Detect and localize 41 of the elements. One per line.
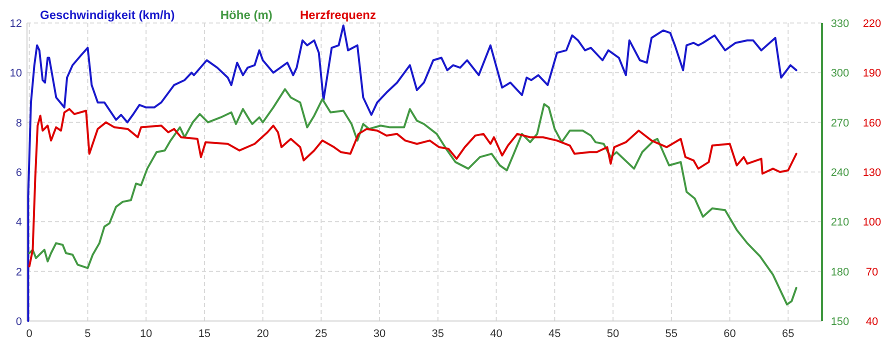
y3-tick-label: 100	[862, 216, 882, 229]
x-tick-label: 45	[548, 328, 561, 340]
y-tick-label: 2	[16, 266, 22, 278]
x-tick-label: 60	[724, 328, 736, 340]
y-tick-label: 6	[16, 167, 22, 179]
y-tick-label: 0	[16, 316, 22, 328]
y-tick-label: 12	[10, 18, 22, 30]
text: Höhe (m)	[220, 8, 272, 22]
y3-tick-label: 220	[862, 18, 882, 30]
y-tick-label: 8	[16, 117, 22, 130]
x-tick-label: 20	[256, 328, 269, 340]
y2-tick-label: 270	[830, 117, 850, 130]
y3-tick-label: 40	[866, 316, 878, 328]
y2-tick-label: 210	[830, 216, 850, 229]
x-tick-label: 65	[782, 328, 794, 340]
y3-tick-label: 190	[862, 68, 882, 80]
y-tick-label: 10	[10, 68, 22, 80]
line-series	[27, 24, 798, 322]
x-tick-label: 35	[432, 328, 444, 340]
x-tick-label: 55	[665, 328, 678, 340]
x-tick-label: 15	[198, 328, 211, 340]
line-series	[28, 108, 798, 268]
text: Herzfrequenz	[300, 8, 376, 22]
line-series	[28, 88, 798, 306]
y2-tick-label: 300	[830, 68, 850, 80]
y3-tick-label: 70	[866, 266, 878, 278]
x-tick-label: 50	[606, 328, 620, 340]
x-tick-label: 10	[140, 328, 152, 340]
y2-tick-label: 150	[830, 316, 850, 328]
y2-tick-label: 180	[830, 266, 850, 278]
series-label: Geschwindigkeit (km/h)	[40, 8, 175, 22]
y2-tick-label: 330	[830, 18, 850, 30]
x-tick-label: 0	[26, 328, 32, 340]
x-tick-label: 40	[490, 328, 502, 340]
x-tick-label: 30	[373, 328, 386, 340]
y2-tick-label: 240	[830, 167, 850, 179]
x-tick-label: 5	[84, 328, 91, 340]
y-tick-label: 4	[16, 216, 22, 229]
y3-tick-label: 160	[862, 117, 882, 130]
x-tick-label: 25	[315, 328, 328, 340]
y3-tick-label: 130	[862, 167, 882, 179]
